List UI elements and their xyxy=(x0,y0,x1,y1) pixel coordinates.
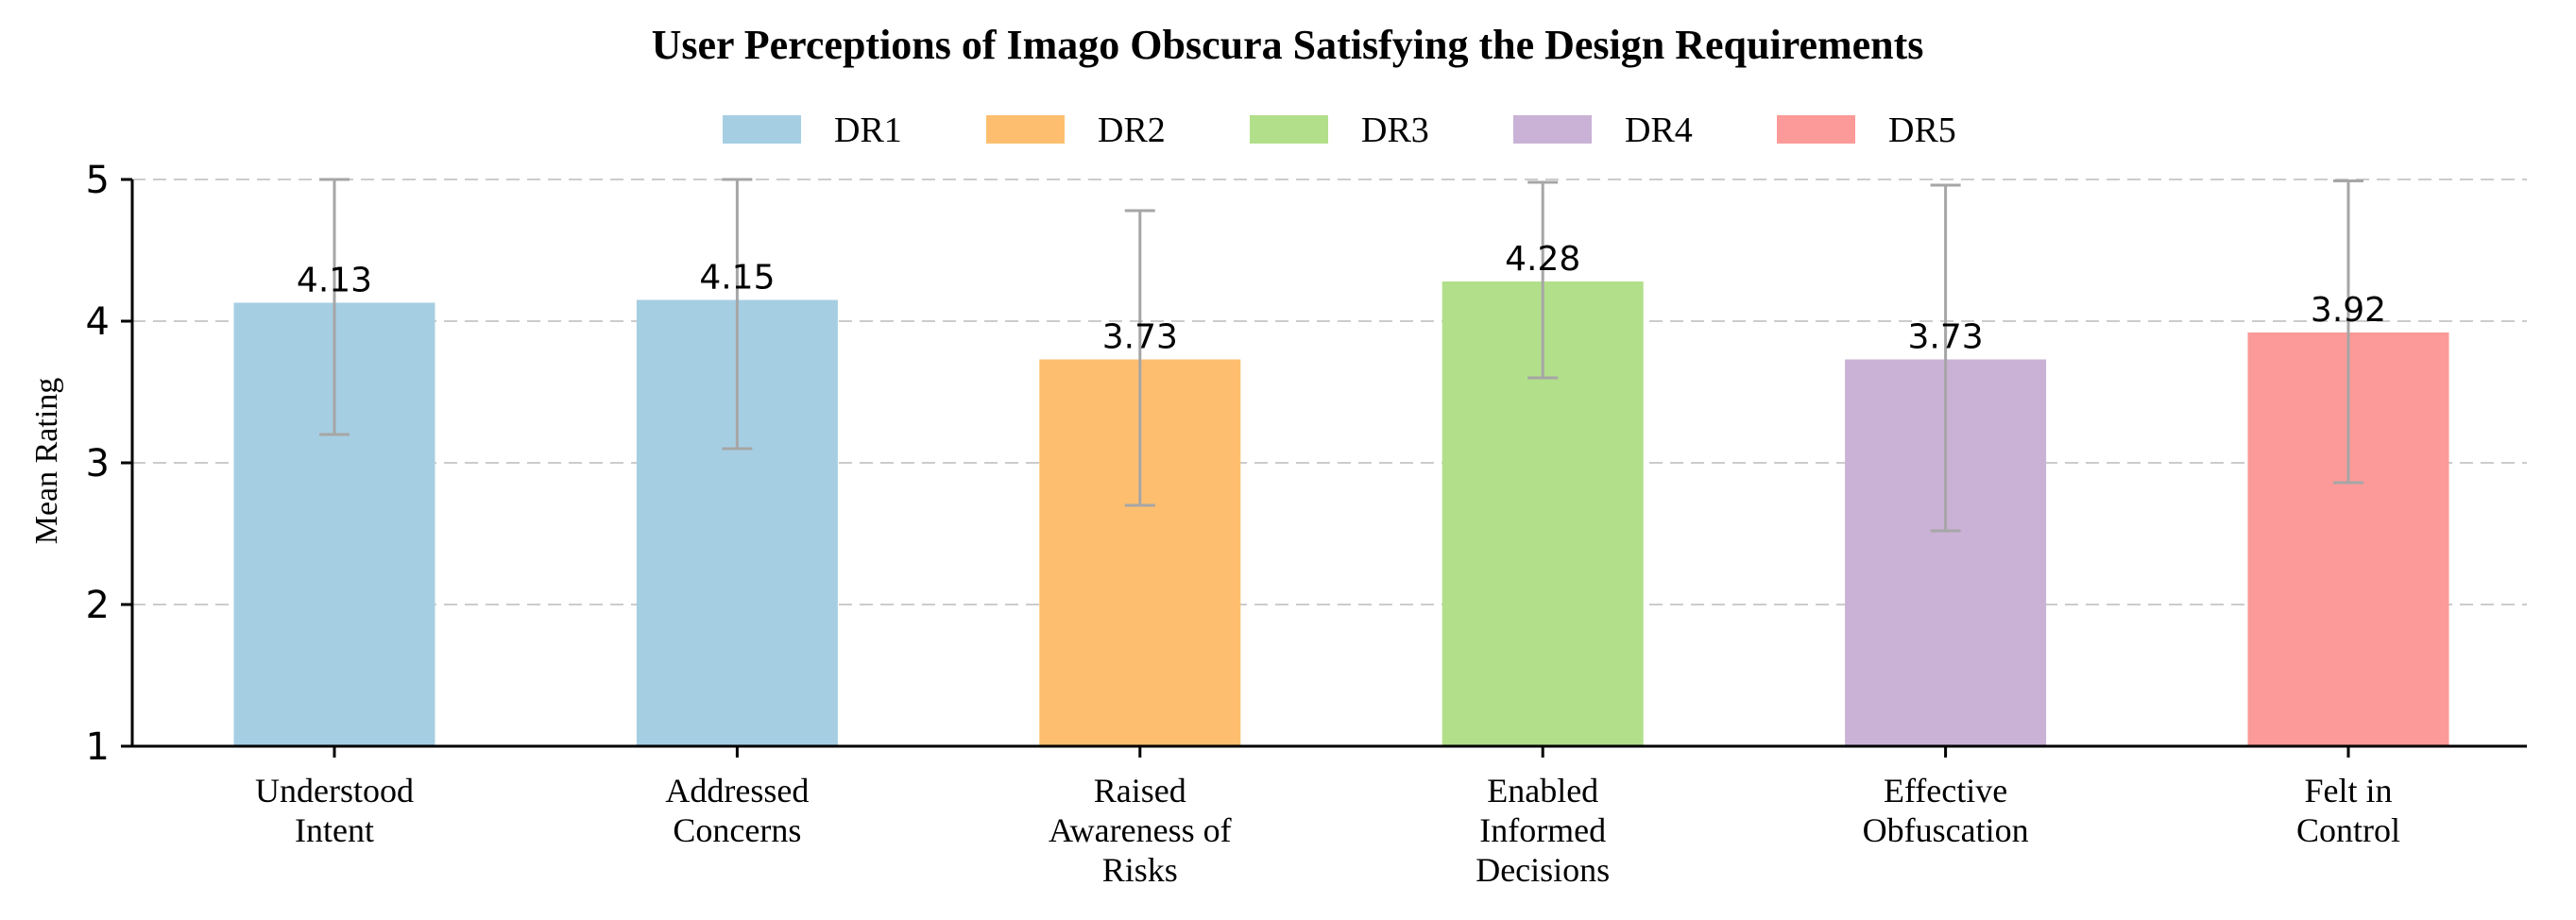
legend-label: DR4 xyxy=(1625,111,1693,150)
error-bar xyxy=(1930,183,1961,533)
axes xyxy=(121,178,2527,758)
legend-label: DR1 xyxy=(834,111,902,150)
legend-swatch xyxy=(1250,115,1328,144)
legend-item: DR1 xyxy=(723,111,902,150)
legend-item: DR3 xyxy=(1250,111,1429,150)
y-tick-label: 5 xyxy=(86,159,110,202)
x-tick-label: Raised Awareness of Risks xyxy=(1049,772,1232,889)
data-label: 3.73 xyxy=(1908,318,1984,357)
y-tick-label: 2 xyxy=(86,584,110,627)
error-bar xyxy=(319,178,350,436)
x-tick-label-line: Control xyxy=(2296,811,2400,849)
x-tick-label: Understood Intent xyxy=(255,772,414,849)
x-tick-label-line: Understood xyxy=(255,772,414,809)
y-tick-label: 1 xyxy=(86,725,110,769)
y-axis-label: Mean Rating xyxy=(29,378,64,545)
legend-swatch xyxy=(1777,115,1855,144)
x-tick-label: Effective Obfuscation xyxy=(1863,772,2029,849)
x-tick-label-line: Intent xyxy=(295,811,374,849)
data-label: 4.13 xyxy=(297,262,372,300)
error-bar xyxy=(722,178,753,451)
x-tick-label-line: Informed xyxy=(1479,811,1606,849)
x-tick-label-line: Enabled xyxy=(1487,772,1598,809)
legend-swatch xyxy=(1513,115,1592,144)
x-tick-label-line: Felt in xyxy=(2304,772,2392,809)
error-bar xyxy=(1527,180,1559,380)
x-tick-label-line: Effective xyxy=(1884,772,2007,809)
grid xyxy=(132,179,2527,605)
legend-item: DR5 xyxy=(1777,111,1956,150)
y-tick-labels: 1 2 3 4 5 xyxy=(86,159,110,769)
data-label: 4.28 xyxy=(1505,240,1580,279)
data-label: 4.15 xyxy=(699,259,775,298)
legend-item: DR4 xyxy=(1513,111,1693,150)
x-tick-label: Felt in Control xyxy=(2296,772,2400,849)
legend-swatch xyxy=(723,115,801,144)
legend-label: DR5 xyxy=(1888,111,1956,150)
legend-label: DR2 xyxy=(1098,111,1166,150)
x-tick-label-line: Risks xyxy=(1102,851,1178,889)
data-label: 3.73 xyxy=(1102,318,1178,357)
error-bars xyxy=(319,178,2363,533)
data-labels: 4.13 4.15 3.73 4.28 3.73 3.92 xyxy=(297,240,2386,357)
x-tick-label-line: Awareness of xyxy=(1049,811,1232,849)
legend-item: DR2 xyxy=(986,111,1166,150)
y-tick-label: 4 xyxy=(86,300,110,344)
x-tick-label-line: Raised xyxy=(1094,772,1186,809)
x-tick-label: Addressed Concerns xyxy=(665,772,809,849)
legend-swatch xyxy=(986,115,1065,144)
chart-title: User Perceptions of Imago Obscura Satisf… xyxy=(652,22,1924,68)
y-tick-label: 3 xyxy=(86,442,110,486)
x-tick-label: Enabled Informed Decisions xyxy=(1476,772,1610,889)
error-bar xyxy=(2333,179,2363,485)
error-bar xyxy=(1124,209,1155,507)
legend-label: DR3 xyxy=(1361,111,1429,150)
x-tick-label-line: Addressed xyxy=(665,772,809,809)
x-tick-label-line: Obfuscation xyxy=(1863,811,2029,849)
data-label: 3.92 xyxy=(2311,291,2386,330)
legend: DR1 DR2 DR3 DR4 DR5 xyxy=(723,111,1956,150)
x-tick-label-line: Concerns xyxy=(673,811,801,849)
x-tick-label-line: Decisions xyxy=(1476,851,1610,889)
bars xyxy=(233,281,2449,746)
